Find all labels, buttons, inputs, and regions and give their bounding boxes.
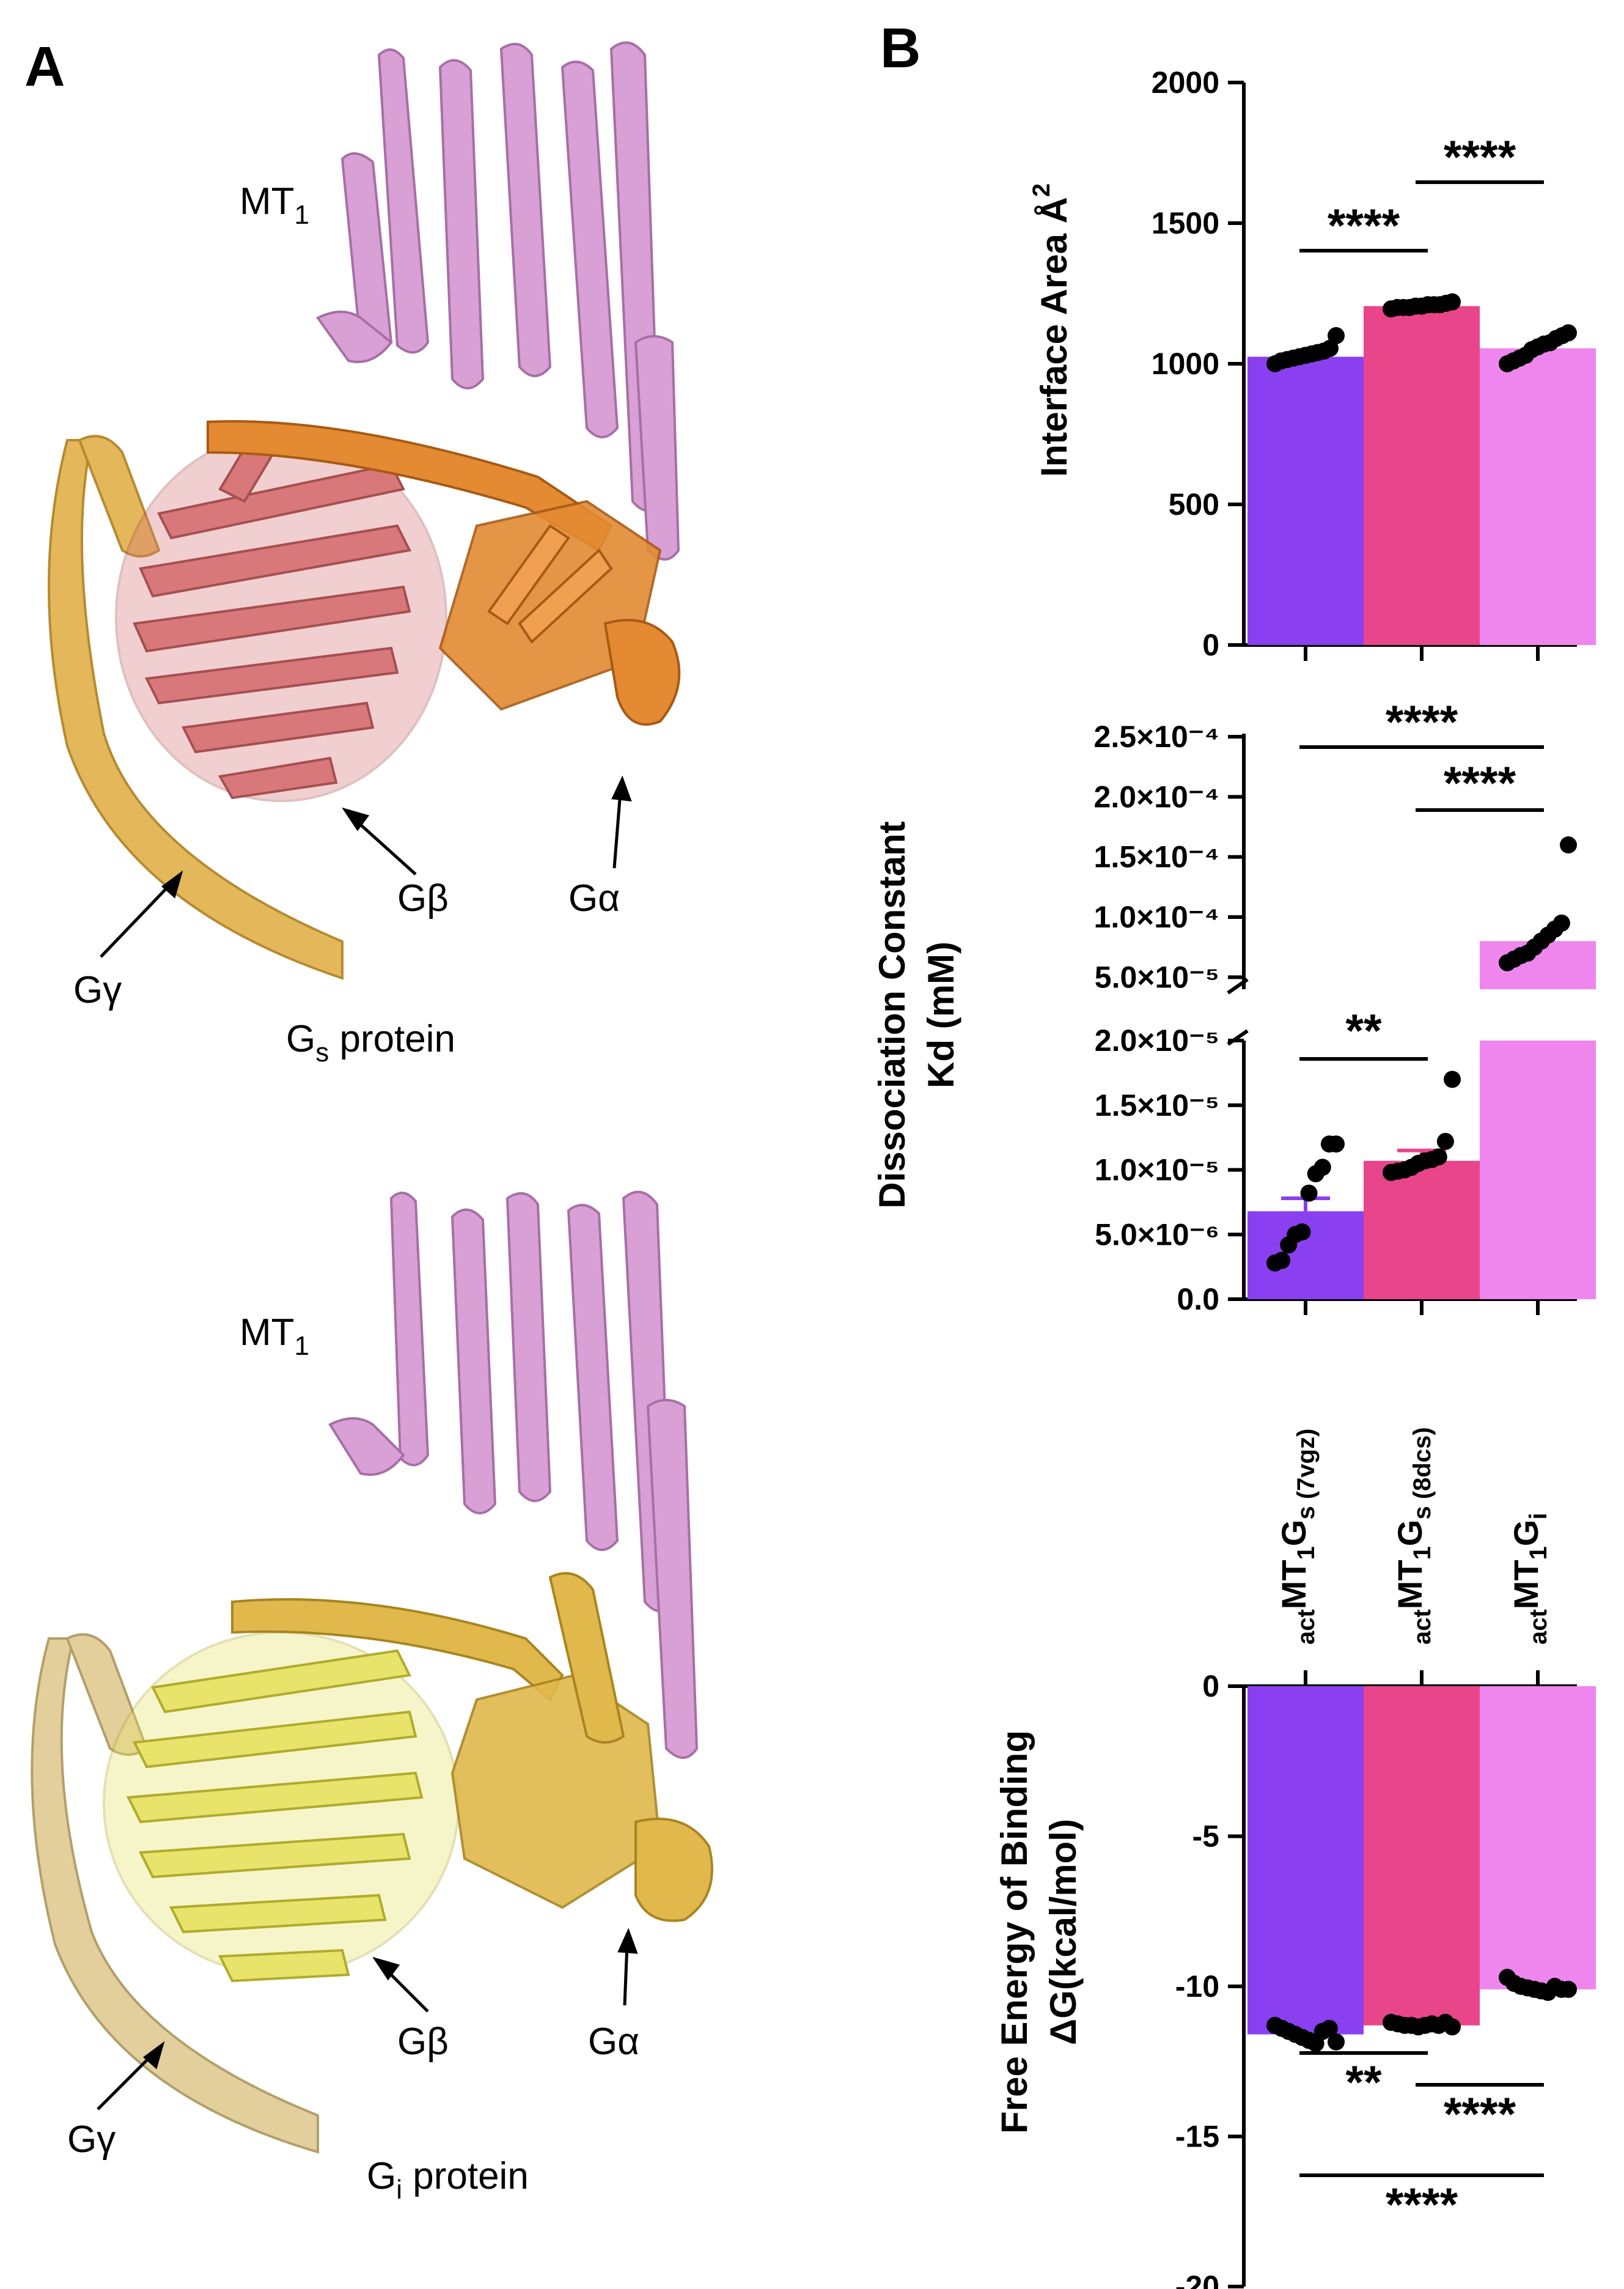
y-tick-label: 1000 [1152,347,1219,381]
data-point [1320,2019,1338,2037]
g-alpha-top [207,420,681,726]
data-point [1560,324,1577,342]
axis-break-mark [1227,978,1249,995]
g-gamma-bottom [31,1633,319,2154]
data-point [1552,914,1570,932]
dg-ylabel-line1: Free Energy of Binding [994,1730,1035,2134]
category-label-gi: actMT1Gi [1507,1513,1552,1645]
data-point [1430,1148,1447,1166]
data-point [1300,1184,1318,1202]
y-tick-label: 1.5×10⁻⁵ [1095,1088,1219,1122]
g-beta-bottom [103,1631,460,1983]
significance-label: **** [1328,200,1400,252]
bar [1364,306,1480,645]
y-tick-label: 2.5×10⁻⁴ [1094,720,1219,754]
category-label-7vgz: actMT1Gs (7vgz) [1274,1429,1320,1645]
g-beta-label-top: Gβ [397,877,449,920]
bar-lower-segment [1480,1041,1596,1299]
panel-letter-a: A [24,35,65,98]
data-point [1273,1251,1291,1269]
data-point [1328,1135,1345,1153]
data-point [1328,2033,1345,2051]
y-tick-label: -10 [1175,1969,1219,2003]
kd-ylabel-line2: Kd (mM) [920,942,961,1088]
data-point [1560,1980,1577,1998]
data-point [1444,2018,1461,2036]
gs-complex-structure [48,41,681,980]
data-point [1328,327,1345,344]
gs-protein-label: Gs protein [286,1018,455,1067]
g-beta-top [115,426,447,802]
y-tick-label: 1.5×10⁻⁴ [1094,840,1219,874]
y-tick-label: 0 [1202,1669,1219,1703]
y-tick-label: 1.0×10⁻⁵ [1095,1153,1219,1187]
free-energy-chart: 0-5-10-15-20********** Free Energy of Bi… [994,1669,1596,2289]
data-point [1436,1132,1454,1150]
dissociation-constant-chart: 2.5×10⁻⁴ 2.0×10⁻⁴ 1.5×10⁻⁴ 1.0×10⁻⁴ 5.0×10⁻⁵… [872,696,1596,1316]
y-tick-label: -20 [1175,2269,1219,2289]
x-category-labels: actMT1Gs (7vgz) actMT1Gs (8dcs) actMT1Gi [1274,1427,1552,1645]
data-point [1293,1223,1311,1241]
y-tick-label: 0.0 [1177,1282,1219,1316]
y-tick-label: 2000 [1152,65,1219,100]
y-tick-label: -15 [1175,2120,1219,2154]
mt1-receptor-top [316,41,680,561]
bar [1480,1686,1596,1989]
y-tick-label: 2.0×10⁻⁵ [1095,1023,1219,1058]
dg-ylabel-line2: ΔG(kcal/mol) [1043,1819,1084,2045]
g-gamma-label-bottom: Gγ [67,2118,116,2161]
y-tick-label: 2.0×10⁻⁴ [1094,780,1219,814]
bar [1247,356,1364,645]
y-tick-label: 5.0×10⁻⁵ [1095,960,1219,994]
bar [1247,1686,1364,2035]
interface-area-ylabel: Interface Area Å2 [1028,183,1075,477]
data-point [1560,836,1577,853]
bar [1364,1160,1480,1299]
data-point [1444,1071,1461,1088]
g-gamma-top [48,435,344,980]
g-beta-label-bottom: Gβ [397,2021,449,2063]
gi-protein-label: Gi protein [367,2155,529,2205]
mt1-label-bottom: MT1 [240,1311,309,1361]
mt1-receptor-bottom [328,1190,699,1759]
significance-label: **** [1444,757,1516,809]
y-tick-label: 1500 [1152,206,1219,240]
kd-ylabel-line1: Dissociation Constant [872,821,913,1208]
arrows-bottom [97,1928,638,2110]
bar [1480,348,1596,645]
data-point [1314,1159,1331,1176]
y-tick-label: 1.0×10⁻⁴ [1094,900,1219,934]
y-tick-label: 500 [1169,487,1219,522]
panel-letter-b: B [880,17,920,79]
g-alpha-label-top: Gα [568,877,620,920]
significance-label: **** [1386,696,1458,748]
mt1-label-top: MT1 [240,180,309,230]
significance-label: ** [1345,1005,1382,1057]
significance-label: ** [1345,2057,1382,2109]
arrows-top [100,775,632,958]
category-label-8dcs: actMT1Gs (8dcs) [1391,1427,1436,1645]
y-tick-label: 5.0×10⁻⁶ [1095,1217,1219,1251]
g-alpha-bottom [231,1572,713,1922]
bar [1364,1686,1480,2025]
significance-label: **** [1444,131,1516,183]
y-tick-label: -5 [1192,1819,1219,1854]
significance-label: **** [1386,2179,1458,2231]
g-alpha-label-bottom: Gα [588,2021,639,2063]
y-tick-label: 0 [1202,628,1219,662]
significance-label: **** [1444,2088,1516,2140]
data-point [1444,293,1461,311]
g-gamma-label-top: Gγ [73,969,122,1011]
data-point [1321,339,1339,357]
gi-complex-structure [31,1190,713,2154]
interface-area-chart: 0 500 1000 1500 2000 **** **** Interface Area … [1028,65,1596,662]
